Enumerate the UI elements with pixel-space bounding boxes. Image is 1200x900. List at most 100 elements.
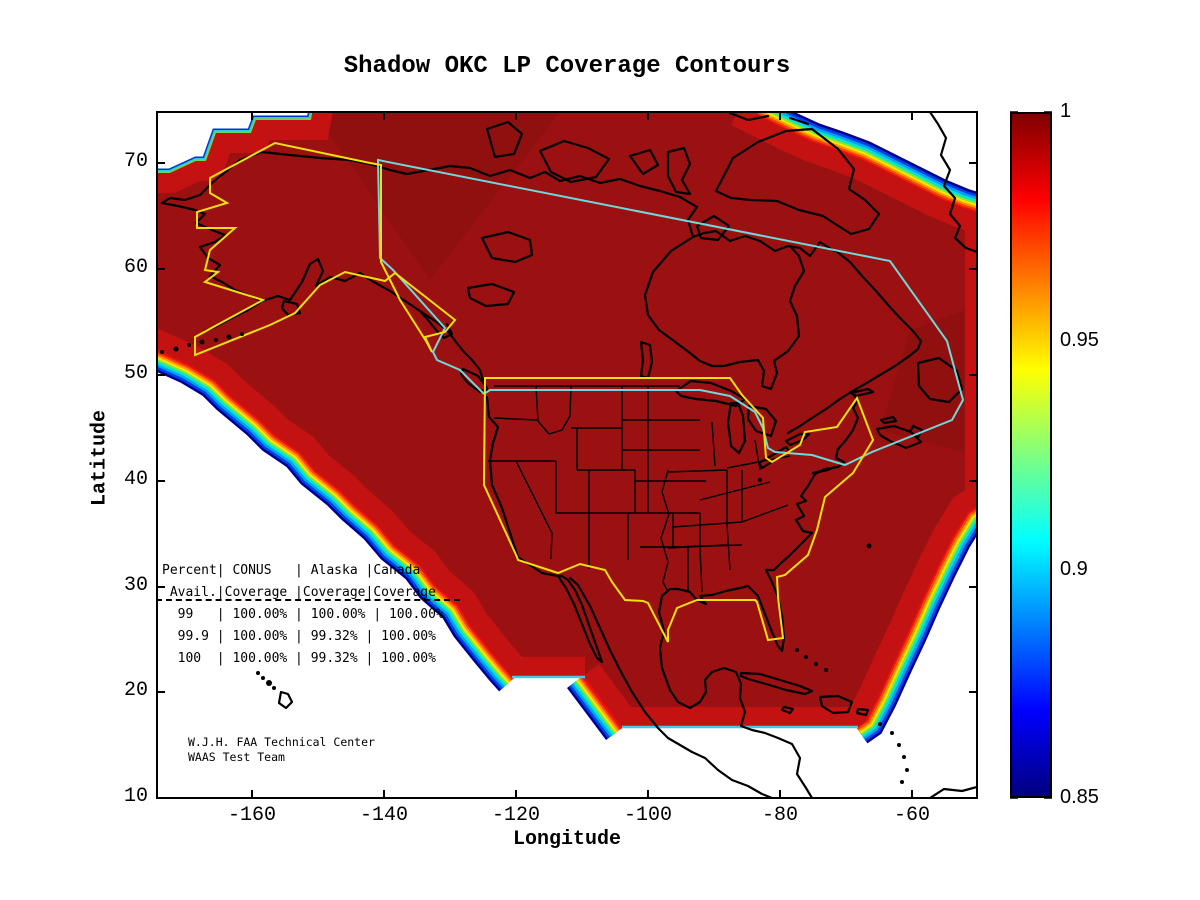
coastline [780,705,795,715]
coastline [908,424,924,439]
coastline [739,671,814,696]
coastline [928,112,977,254]
state-border [660,469,670,593]
coastline [485,120,524,159]
coastline [459,367,489,394]
coastline [260,257,449,332]
coastline [808,240,836,258]
canada-region-boundary [376,158,965,467]
colorbar-tick-label: 1 [1060,100,1072,122]
island-dot [261,676,265,680]
island-dot [902,755,906,759]
coastline [788,116,810,126]
y-tick-label: 60 [123,256,148,279]
coastline [916,356,964,404]
coverage-inner-band [157,112,334,193]
plot-border [156,111,978,799]
state-border [667,469,728,473]
island-dot [814,662,818,666]
island-dot [804,655,808,659]
island-dot [905,768,909,772]
island-dot [878,722,882,726]
coastline [556,574,604,664]
x-tick-label: -140 [359,804,408,827]
y-tick-label: 20 [123,679,148,702]
coverage-facet [314,112,560,280]
island-dot [173,346,179,352]
coastline [643,235,806,391]
state-border [754,439,761,471]
coastline [485,395,560,578]
state-border [536,385,572,435]
map-layers [157,112,977,798]
state-border [515,460,553,560]
coastline [480,230,534,264]
stats-table-divider [156,599,460,601]
coverage-inner-band [844,478,977,727]
coastline [811,465,836,475]
colorbar-tick-label: 0.95 [1060,329,1099,351]
x-axis-label: Longitude [512,828,622,851]
coastline [695,214,731,242]
coastline [728,112,770,122]
x-tick-label: -80 [761,804,798,827]
y-axis-label: Latitude [88,409,112,507]
coastline [875,424,923,450]
y-tick-label: 70 [123,150,148,173]
x-tick-label: -160 [227,804,276,827]
coastline [764,428,855,572]
coastline [849,387,875,398]
coastline [211,150,699,239]
y-tick-label: 10 [123,785,148,808]
alaska-region-boundary [194,141,457,357]
coastline [658,629,814,798]
coastline [746,568,786,653]
coastline [849,390,860,432]
island-dot [824,668,828,672]
state-border [672,521,743,528]
coastline [538,139,611,184]
x-tick-label: -100 [623,804,672,827]
island-dot [795,648,799,652]
island-dot [187,343,191,347]
state-border [699,481,771,501]
island-dot [900,780,904,784]
y-tick-label: 40 [123,468,148,491]
island-dot [890,731,894,735]
colorbar-tick-label: 0.9 [1060,558,1088,580]
island-dot [897,743,901,747]
x-tick-label: -60 [893,804,930,827]
coastline [628,148,660,176]
coastline [691,229,812,258]
state-border [711,421,716,467]
conus-region-boundary [482,377,875,643]
island-dot [256,671,260,675]
credit-line1: W.J.H. FAA Technical Center [188,735,375,749]
coastline [928,785,977,798]
coastline [666,146,692,196]
y-tick-label: 50 [123,362,148,385]
island-dot [160,350,164,354]
state-border [535,385,539,422]
coastline [834,249,923,351]
availability-stats-table: Percent| CONUS | Alaska |Canada Avail.|C… [162,563,444,666]
chart-title-line1: Shadow OKC LP Coverage Contours [343,53,791,80]
island-dot [272,686,276,690]
coastline [849,347,920,394]
island-dot [226,334,232,340]
colorbar [1010,112,1052,798]
state-border [726,524,731,571]
state-border [741,504,789,523]
coverage-fringe [581,674,624,730]
state-border [493,417,538,421]
credit-text: W.J.H. FAA Technical Center WAAS Test Te… [188,735,375,765]
coverage-inner-band [157,327,529,692]
coastline [786,390,853,435]
colorbar-tick-label: 0.85 [1060,786,1099,808]
coastline [784,432,811,447]
y-tick-label: 30 [123,574,148,597]
coastline [879,415,898,425]
coastline [818,694,854,715]
island-dot [758,478,762,482]
